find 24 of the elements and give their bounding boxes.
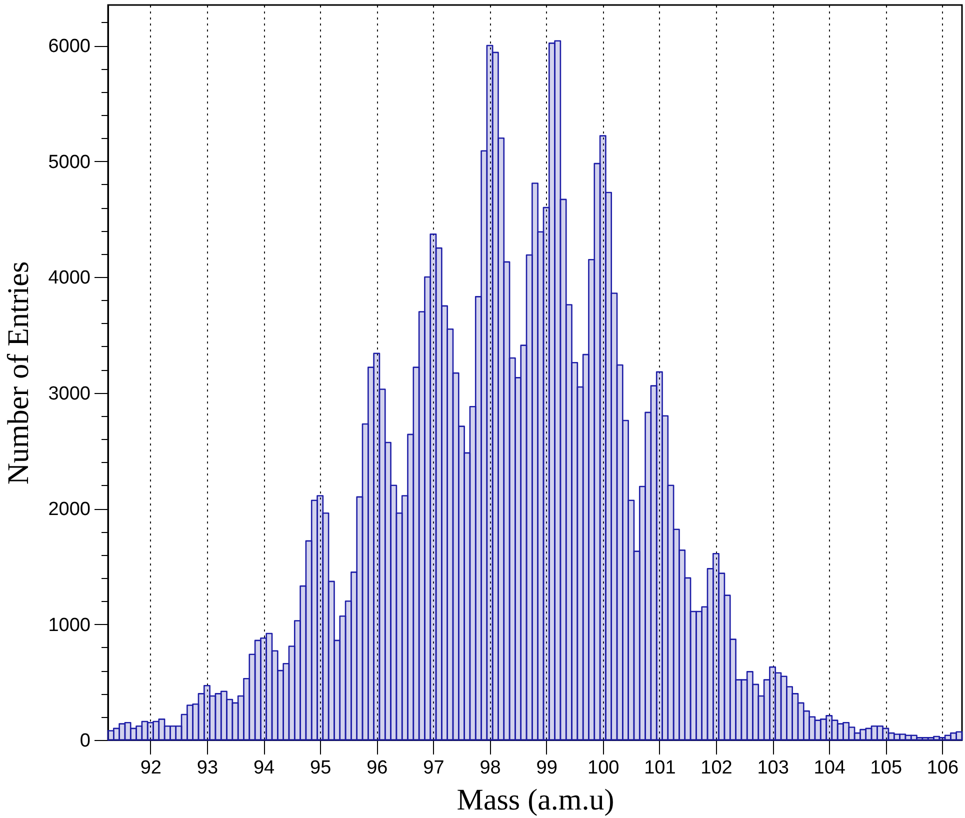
x-tick-label: 93: [196, 758, 218, 778]
x-tick-label: 100: [588, 758, 620, 778]
y-tick-label: 6000: [48, 36, 90, 58]
y-tick-label: 4000: [48, 268, 90, 289]
x-tick-label: 96: [366, 758, 388, 778]
x-tick-label: 106: [926, 758, 959, 778]
y-tick-label: 3000: [48, 383, 90, 404]
y-tick-label: 5000: [48, 152, 90, 173]
x-tick-label: 104: [814, 758, 846, 778]
y-tick-label: 1000: [48, 614, 90, 636]
y-axis-title: Number of Entries: [2, 261, 36, 485]
x-tick-label: 99: [536, 758, 558, 778]
x-tick-label: 92: [140, 758, 162, 778]
x-tick-label: 94: [253, 758, 276, 778]
x-tick-label: 98: [480, 758, 501, 778]
x-tick-label: 103: [757, 758, 789, 778]
y-tick-label: 0: [80, 730, 90, 752]
x-axis-title: Mass (a.m.u): [456, 784, 614, 816]
x-tick-label: 101: [644, 758, 676, 778]
x-tick-label: 105: [870, 758, 902, 778]
x-tick-label: 97: [423, 758, 444, 778]
y-tick-label: 2000: [48, 499, 90, 520]
x-tick-label: 95: [310, 758, 332, 778]
x-tick-label: 102: [700, 758, 732, 778]
